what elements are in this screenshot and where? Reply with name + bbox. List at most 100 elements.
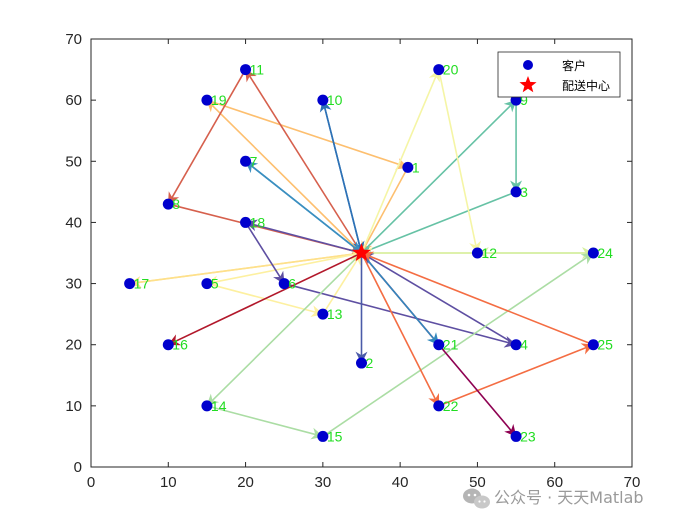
customer-label: 2 (366, 355, 374, 371)
customer-point-5 (201, 278, 213, 290)
customer-label: 15 (327, 428, 343, 444)
customer-label: 1 (412, 159, 420, 175)
route-segment (244, 219, 362, 254)
customer-point-20 (433, 64, 445, 76)
customer-label: 24 (597, 245, 613, 261)
route-3 (319, 99, 365, 254)
route-segment (245, 160, 362, 254)
customer-point-4 (510, 339, 522, 351)
customer-label: 14 (211, 398, 227, 414)
customer-point-12 (471, 247, 483, 259)
route-segment (206, 99, 409, 170)
route-segment (167, 252, 362, 346)
route-segment (360, 167, 409, 254)
customer-label: 17 (134, 276, 150, 292)
legend-customer-label: 客户 (562, 58, 586, 73)
y-tick-label: 70 (65, 31, 82, 48)
x-tick-label: 0 (87, 474, 95, 491)
customer-point-15 (317, 430, 329, 442)
watermark-text: 公众号 · 天天Matlab (494, 488, 644, 507)
customer-point-2 (356, 357, 367, 369)
customer-label: 25 (597, 337, 613, 353)
route-segment (206, 252, 362, 288)
route-segment (244, 222, 285, 285)
wechat-icon (463, 488, 490, 509)
route-12 (167, 252, 362, 346)
customer-label: 13 (327, 306, 343, 322)
customer-label: 10 (327, 92, 343, 108)
route-segment (322, 252, 363, 315)
route-segment (360, 251, 594, 346)
y-tick-label: 40 (65, 214, 82, 231)
customer-label: 5 (211, 276, 219, 292)
route-segment (129, 248, 363, 285)
route-segment (244, 69, 363, 254)
customer-label: 18 (250, 214, 266, 230)
customer-point-10 (317, 94, 329, 106)
legend-box (497, 51, 621, 98)
route-segment (360, 69, 440, 254)
customer-label: 12 (481, 245, 497, 261)
route-segment (206, 405, 324, 440)
customer-label: 4 (520, 337, 528, 353)
customer-label: 9 (520, 92, 528, 108)
route-segment (360, 191, 517, 255)
route-segment (167, 69, 247, 205)
route-segment (360, 252, 517, 346)
customer-point-6 (278, 278, 290, 290)
route-segment (438, 69, 481, 254)
customer-point-16 (162, 339, 174, 351)
customer-point-23 (510, 430, 522, 442)
legend-customer-marker (523, 60, 533, 70)
route-13 (206, 252, 594, 440)
route-5 (360, 99, 523, 255)
customer-point-24 (587, 247, 599, 259)
routes-layer (129, 69, 594, 440)
route-segment (206, 252, 363, 407)
axis-ticks-layer: 0 10 20 30 40 50 60 70 0 10 20 30 40 50 60 70 (65, 31, 640, 491)
x-tick-label: 40 (392, 474, 409, 491)
depot-star (351, 243, 372, 262)
customer-point-25 (587, 339, 599, 351)
customer-point-19 (201, 94, 213, 106)
route-segment (322, 99, 365, 254)
plot-frame (90, 38, 633, 468)
customer-point-8 (162, 198, 174, 210)
y-tick-label: 20 (65, 337, 82, 354)
customer-label: 20 (443, 62, 459, 78)
customer-label: 19 (211, 92, 227, 108)
y-tick-label: 10 (65, 398, 82, 415)
x-tick-label: 10 (160, 474, 177, 491)
customer-point-7 (240, 155, 252, 167)
route-segment (206, 99, 363, 254)
customer-point-22 (433, 400, 445, 412)
customer-point-3 (510, 186, 522, 198)
y-tick-label: 60 (65, 92, 82, 109)
customer-label: 16 (172, 337, 188, 353)
route-1 (206, 99, 409, 254)
x-tick-label: 30 (315, 474, 332, 491)
customer-point-17 (124, 278, 136, 290)
x-tick-label: 60 (546, 474, 563, 491)
route-segment (438, 343, 594, 407)
route-10 (244, 219, 517, 348)
route-segment (360, 252, 440, 346)
customer-label: 11 (250, 62, 265, 78)
route-segment (360, 99, 517, 254)
customer-label: 3 (520, 184, 528, 200)
depot-layer (351, 243, 372, 262)
customers-layer (124, 64, 599, 442)
customer-point-11 (240, 64, 252, 76)
legend: 客户 配送中心 (497, 51, 621, 98)
watermark: 公众号 · 天天Matlab (463, 488, 644, 509)
customer-label: 6 (288, 276, 296, 292)
customer-point-14 (201, 400, 213, 412)
customer-point-18 (240, 216, 252, 228)
legend-depot-label: 配送中心 (562, 78, 610, 93)
route-segment (284, 282, 517, 348)
customer-point-13 (317, 308, 329, 320)
customer-point-1 (402, 161, 414, 173)
customer-label: 8 (172, 196, 180, 212)
